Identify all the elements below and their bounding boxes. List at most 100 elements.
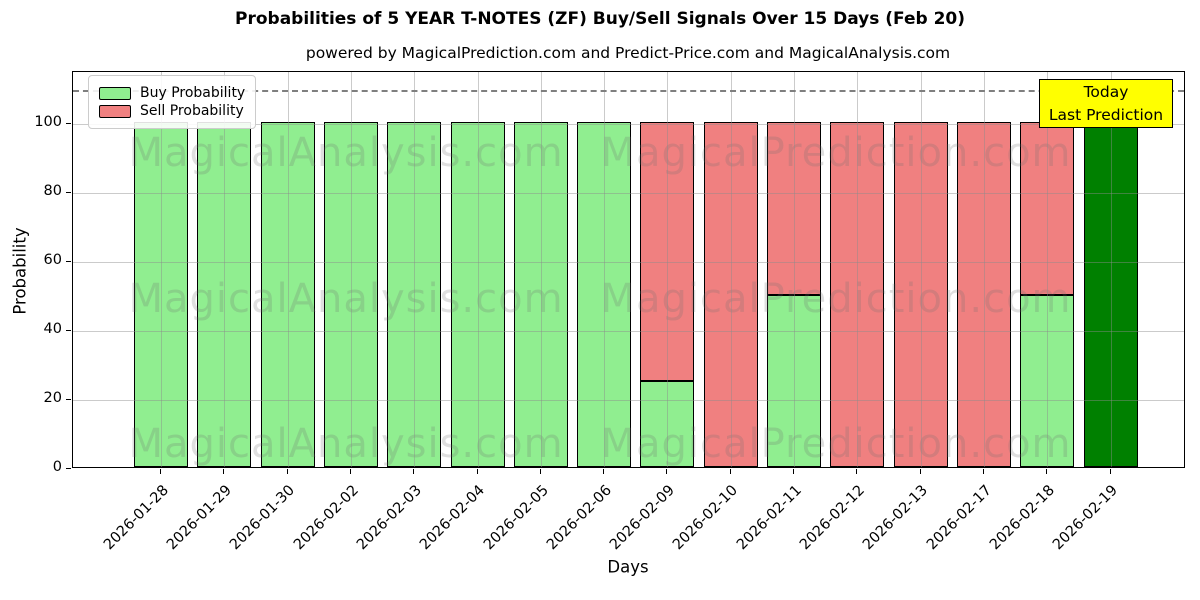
bar-segment [134,122,188,467]
x-tick-mark [1046,469,1048,474]
y-axis-label: Probability [10,227,30,315]
h-gridline-100 [73,124,1184,125]
bar-2026-01-30 [260,72,315,467]
v-gridline [161,72,162,467]
v-gridline [224,72,226,467]
bar-segment [577,122,632,467]
x-tick-label: 2026-01-30 [227,482,299,554]
x-tick-label: 2026-02-09 [607,482,679,554]
v-gridline [287,72,289,467]
watermark-text: MagicalAnalysis.com [128,130,564,176]
bar-2026-01-29 [197,72,252,467]
x-tick-mark [286,469,288,474]
plot-area: MagicalAnalysis.com MagicalPrediction.com… [72,71,1185,468]
x-tick-mark [160,469,161,474]
watermark-text: MagicalPrediction.com [600,421,1072,467]
today-annotation: Today Last Prediction [1039,79,1173,128]
annotation-line-2: Last Prediction [1048,105,1164,124]
x-tick-label: 2026-01-28 [100,482,172,554]
y-tick-mark [66,192,71,193]
bar-segment [260,122,315,467]
bar-2026-01-28 [134,72,188,467]
x-tick-label: 2026-02-10 [670,482,742,554]
v-gridline [477,72,479,467]
x-tick-label: 2026-01-29 [164,482,235,554]
v-gridline [604,72,606,467]
v-gridline [1110,72,1112,467]
bar-segment [830,122,885,467]
y-tick-mark [66,330,71,331]
watermark-text: MagicalPrediction.com [600,130,1072,176]
bar-segment [450,122,505,467]
chart-subtitle: powered by MagicalPrediction.com and Pre… [305,44,951,62]
h-gridline-20 [73,400,1184,401]
bar-segment [767,294,821,467]
y-tick-label: 100 [34,114,62,130]
bar-2026-02-17 [956,72,1011,467]
annotation-line-1: Today [1083,83,1129,102]
x-tick-mark [666,469,668,474]
y-tick-mark [66,261,71,262]
x-tick-mark [349,469,351,474]
x-tick-label: 2026-02-03 [353,482,425,554]
bar-2026-02-11 [767,72,821,467]
v-gridline [857,72,859,467]
bar-segment [640,122,695,381]
y-tick-label: 40 [43,321,62,337]
x-tick-label: 2026-02-05 [480,482,552,554]
x-tick-mark [729,469,731,474]
x-tick-label: 2026-02-06 [543,482,615,554]
legend-label: Buy Probability [140,85,246,101]
bar-2026-02-04 [450,72,505,467]
watermark-text: MagicalAnalysis.com [128,421,564,467]
x-tick-mark [539,469,541,474]
y-tick-mark [66,123,71,124]
x-tick-mark [982,469,984,474]
y-tick-mark [66,399,71,400]
watermark-text: MagicalPrediction.com [600,276,1072,322]
v-gridline [983,72,985,467]
chart-title: Probabilities of 5 YEAR T-NOTES (ZF) Buy… [235,9,965,29]
bar-2026-02-10 [703,72,758,467]
x-axis-label: Days [607,557,649,577]
x-tick-mark [1109,469,1111,474]
bar-segment [387,122,442,467]
v-gridline [540,72,542,467]
v-gridline [1047,72,1049,467]
v-gridline [730,72,732,467]
x-tick-label: 2026-02-13 [860,482,932,554]
legend-label: Sell Probability [140,103,244,119]
x-tick-label: 2026-02-17 [923,482,995,554]
bar-segment [1020,294,1075,467]
bar-2026-02-19 [1083,72,1138,467]
bar-2026-02-05 [513,72,568,467]
y-tick-mark [66,468,71,469]
bar-2026-02-18 [1020,72,1075,467]
h-gridline-40 [73,331,1184,332]
x-tick-mark [793,469,794,474]
x-tick-mark [919,469,921,474]
bar-2026-02-13 [893,72,948,467]
legend-item: Sell Probability [99,103,245,119]
legend-swatch [99,104,131,118]
bar-2026-02-02 [323,72,378,467]
y-tick-label: 20 [43,390,62,406]
bar-segment [197,122,252,467]
dashed-guide-line [73,89,1184,92]
bar-segment [1083,122,1138,467]
x-tick-mark [223,469,225,474]
x-tick-label: 2026-02-18 [986,482,1058,554]
x-tick-label: 2026-02-19 [1050,482,1122,554]
x-tick-label: 2026-02-11 [733,482,805,554]
legend-item: Buy Probability [99,85,245,101]
x-tick-label: 2026-02-02 [290,482,362,554]
v-gridline [350,72,352,467]
bar-2026-02-03 [387,72,442,467]
x-tick-mark [476,469,478,474]
bar-segment [513,122,568,467]
y-tick-label: 0 [52,459,62,475]
x-tick-label: 2026-02-04 [417,482,489,554]
x-tick-mark [856,469,858,474]
bar-2026-02-12 [830,72,885,467]
